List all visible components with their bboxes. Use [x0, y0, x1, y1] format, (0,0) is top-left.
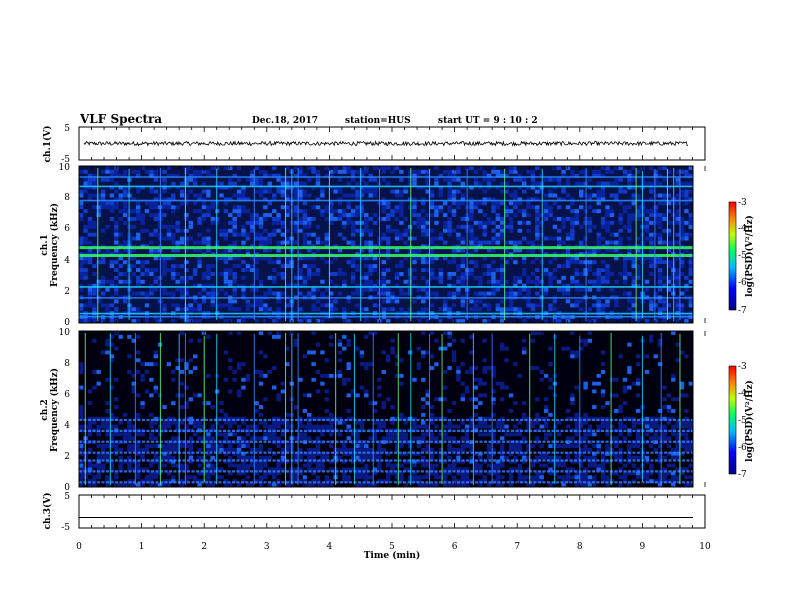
ch1-waveform-panel: 5 -5 ch.1(V): [42, 124, 706, 165]
station-label: station=HUS: [345, 116, 411, 126]
ch1-cbar-tick-m4: -4: [738, 224, 747, 234]
time-axis-ticks: [78, 127, 706, 528]
ch1-ytick-top: 5: [64, 124, 70, 134]
time-axis-tick-labels: 0 1 2 3 4 5 6 7 8 9 10: [76, 542, 711, 552]
xtick-6: 6: [452, 542, 458, 552]
xtick-10: 10: [699, 542, 711, 552]
time-axis-label: Time (min): [364, 550, 421, 561]
ch1-spectrogram-image: [79, 166, 693, 324]
ch2-colorbar-label: log(PSD)(V²/Hz): [744, 380, 755, 462]
ch1-cbar-tick-m3: -3: [738, 198, 747, 208]
ch2-spectrogram-image: [79, 331, 693, 487]
ch3-ytick-top: 5: [64, 492, 70, 502]
ch1-spectrogram-yticks: 0 2 4 6 8 10: [59, 163, 71, 328]
xtick-9: 9: [640, 542, 646, 552]
ch1-waveform-line: [83, 140, 689, 147]
xtick-5: 5: [389, 542, 395, 552]
ch1-spectrogram-frame: [78, 165, 694, 324]
ch2-spec-ylabel-frequency: Frequency (kHz): [49, 368, 60, 452]
ch2-spec-ylabel-channel: ch.2: [40, 399, 50, 420]
ch3-waveform-panel: 5 -5 ch.3(V): [42, 492, 706, 533]
ch3-ytick-bottom: -5: [61, 523, 70, 533]
ch2-spectrogram-yticks: 0 2 4 6 8 10: [59, 328, 71, 493]
ch2-cbar-tick-m6: -6: [738, 443, 747, 453]
ch2-colorbar-scale: [728, 365, 737, 475]
ch1-spec-ytick-2: 2: [64, 287, 70, 297]
xtick-7: 7: [514, 542, 520, 552]
ch2-spectrogram-panel: 0 2 4 6 8 10 ch.2 Frequency (kHz) -3 -4 …: [40, 328, 755, 493]
ch1-cbar-tick-m5: -5: [738, 251, 747, 261]
ch1-colorbar-scale: [728, 201, 737, 311]
xtick-3: 3: [264, 542, 270, 552]
ch3-ylabel: ch.3(V): [42, 493, 53, 530]
ch1-waveform-trace: [83, 140, 689, 147]
ch1-spectrogram-panel: 0 2 4 6 8 10 ch.1 Frequency (kHz) -3 -4 …: [40, 163, 755, 328]
ch1-spec-ytick-4: 4: [64, 256, 70, 266]
xtick-0: 0: [76, 542, 82, 552]
ch2-spec-ytick-8: 8: [64, 359, 70, 369]
ch2-spec-ytick-0: 0: [64, 483, 70, 493]
ch1-spec-ylabel-channel: ch.1: [40, 234, 50, 255]
ch2-cbar-tick-m5: -5: [738, 416, 747, 426]
ch3-waveform-frame: [78, 494, 706, 529]
figure-title: VLF Spectra: [79, 112, 162, 126]
ch2-spectrogram-frame: [78, 330, 694, 488]
ch1-spec-ytick-8: 8: [64, 193, 70, 203]
ch2-cbar-tick-m3: -3: [738, 362, 747, 372]
ch1-colorbar-label: log(PSD)(V²/Hz): [744, 215, 755, 297]
xtick-4: 4: [327, 542, 333, 552]
ch2-spec-ytick-2: 2: [64, 452, 70, 462]
xtick-8: 8: [577, 542, 583, 552]
ch1-cbar-tick-m6: -6: [738, 278, 747, 288]
ch2-spec-ytick-4: 4: [64, 421, 70, 431]
ch1-spec-ytick-0: 0: [64, 318, 70, 328]
ch1-ytick-bottom: -5: [61, 155, 70, 165]
ch2-spec-ytick-6: 6: [64, 390, 70, 400]
xtick-2: 2: [201, 542, 207, 552]
date-label: Dec.18, 2017: [252, 116, 318, 126]
ch1-cbar-tick-m7: -7: [738, 306, 747, 316]
ch2-cbar-tick-m4: -4: [738, 389, 747, 399]
ch1-ylabel: ch.1(V): [42, 126, 53, 163]
ch1-spec-ytick-6: 6: [64, 224, 70, 234]
ch1-colorbar: -3 -4 -5 -6 -7 log(PSD)(V²/Hz): [728, 198, 755, 316]
ch2-cbar-tick-m7: -7: [738, 470, 747, 480]
ch1-spec-ytick-10: 10: [59, 163, 71, 173]
ch2-spec-ytick-10: 10: [59, 328, 71, 338]
start-time-label: start UT = 9 : 10 : 2: [438, 116, 538, 126]
xtick-1: 1: [139, 542, 145, 552]
ch2-colorbar: -3 -4 -5 -6 -7 log(PSD)(V²/Hz): [728, 362, 755, 480]
ch1-spec-ylabel-frequency: Frequency (kHz): [49, 203, 60, 287]
